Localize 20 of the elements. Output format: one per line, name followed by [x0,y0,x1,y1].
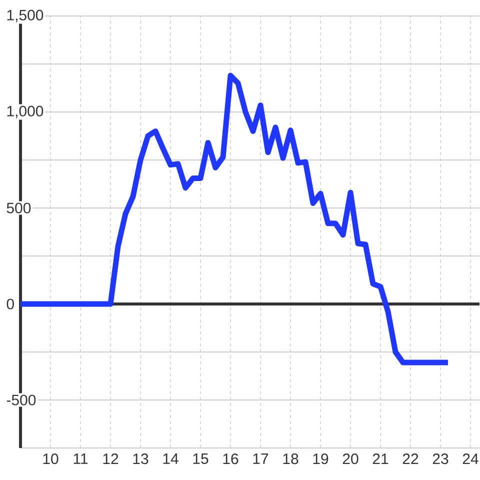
x-tick-label: 18 [283,454,298,464]
x-tick-label: 23 [432,454,448,464]
x-tick-label: 22 [402,454,418,464]
x-tick-label: 11 [74,454,88,464]
y-tick-label: 1,500 [7,10,44,22]
x-tick-label: 13 [133,454,148,464]
y-tick-label: 0 [6,298,14,310]
x-tick-label: 24 [462,454,478,464]
x-tick-label: 10 [43,454,58,464]
y-tick-label: 1,000 [7,106,44,118]
x-tick-label: 19 [313,454,328,464]
x-tick-label: 20 [342,454,358,464]
x-tick-label: 17 [253,454,268,464]
x-tick-label: 14 [163,454,178,464]
x-tick-label: 15 [193,454,208,464]
x-tick-label: 12 [103,454,118,464]
x-tick-label: 16 [223,454,238,464]
y-tick-label: 500 [6,202,31,214]
y-tick-label: -500 [6,394,36,406]
x-tick-label: 21 [372,454,388,464]
